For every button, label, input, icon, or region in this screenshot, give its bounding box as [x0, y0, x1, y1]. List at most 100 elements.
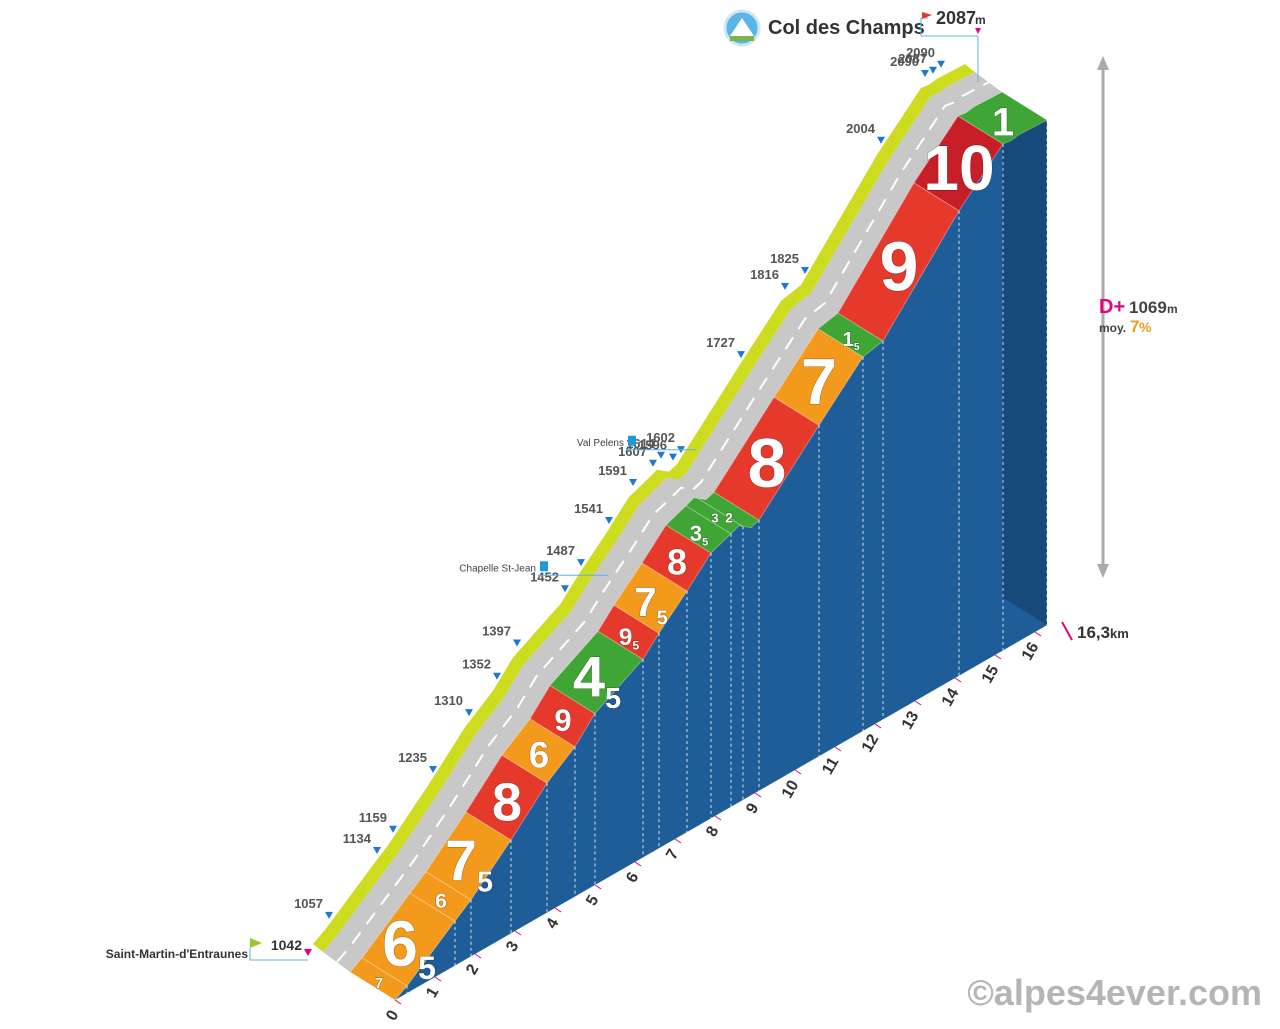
gradient-segment — [956, 91, 1049, 145]
gradient-label: 3 — [711, 510, 718, 525]
x-tick — [594, 884, 602, 890]
x-tick — [1034, 631, 1042, 637]
x-tick-label: 16 — [1019, 639, 1043, 663]
summit-flag — [922, 12, 932, 19]
gradient-label: 10 — [923, 132, 994, 204]
x-tick — [994, 654, 1002, 660]
x-tick — [714, 815, 722, 821]
altitude-label: 1596 — [638, 438, 667, 453]
gradient-label: 15 — [842, 329, 859, 353]
x-tick — [514, 930, 522, 936]
x-tick-label: 14 — [939, 685, 963, 709]
gradient-label: 75 — [634, 579, 668, 629]
altitude-marker — [325, 911, 333, 919]
altitude-label: 1816 — [750, 267, 779, 282]
title: Col des Champs — [768, 17, 925, 39]
altitude-marker — [649, 459, 657, 467]
gradient-label: 8 — [667, 542, 687, 583]
altitude-label: 1057 — [294, 896, 323, 911]
x-tick — [794, 769, 802, 775]
altitude-label: 2090 — [890, 54, 919, 69]
altitude-marker — [465, 709, 473, 717]
x-tick-label: 4 — [543, 915, 562, 931]
average-unit: % — [1139, 319, 1152, 335]
x-tick — [674, 838, 682, 844]
x-tick — [434, 976, 442, 982]
road-edge — [313, 64, 975, 953]
gradient-label: 8 — [492, 772, 522, 832]
profile-side — [1002, 92, 1047, 626]
x-tick-label: 0 — [383, 1007, 402, 1023]
altitude-marker — [577, 559, 585, 567]
altitude-marker — [921, 69, 929, 77]
gradient-label: 35 — [690, 521, 709, 548]
climb-label: D+ — [1099, 296, 1125, 318]
gradient-label: 95 — [619, 624, 640, 653]
profile-wall — [395, 120, 1047, 1001]
climb-value: 1069 — [1129, 298, 1167, 317]
gradient-label: 1 — [992, 101, 1014, 145]
altitude-label: 1235 — [398, 750, 427, 765]
altitude-marker — [657, 451, 665, 459]
altitude-marker — [781, 282, 789, 290]
altitude-label: 1397 — [482, 623, 511, 638]
start-flag — [250, 938, 262, 948]
altitude-label: 1487 — [546, 543, 575, 558]
road-centerline — [336, 81, 990, 963]
altitude-marker — [669, 453, 677, 461]
x-tick-label: 11 — [819, 754, 842, 777]
altitude-marker — [605, 516, 613, 524]
start-name: Saint-Martin-d'Entraunes — [106, 947, 249, 961]
road — [323, 72, 1002, 973]
poi-icon — [628, 435, 636, 446]
x-tick — [874, 723, 882, 729]
climb-unit: m — [1167, 302, 1178, 316]
altitude-marker — [513, 639, 521, 647]
x-tick-label: 3 — [503, 938, 522, 954]
altitude-marker — [493, 672, 501, 680]
altitude-label: 2004 — [846, 121, 876, 136]
distance-unit: km — [1110, 626, 1129, 641]
altitude-marker — [373, 847, 381, 855]
start-altitude: 1042 — [271, 937, 302, 953]
altitude-label: 1452 — [530, 569, 559, 584]
gradient-label: 6 — [435, 889, 447, 913]
x-tick — [394, 999, 402, 1005]
gradient-label: 9 — [880, 227, 919, 305]
total-distance: 16,3 — [1077, 623, 1110, 642]
profile-back — [313, 64, 1047, 1001]
average-value: 7 — [1130, 317, 1139, 336]
climb-arrow-head — [1097, 56, 1109, 70]
altitude-marker — [629, 478, 637, 486]
climb-arrow-head — [1097, 564, 1109, 578]
title-icon-grass — [730, 36, 754, 41]
summit-altitude: 2087 — [936, 8, 976, 28]
x-tick-label: 10 — [779, 777, 803, 801]
x-tick — [834, 746, 842, 752]
altitude-label: 1541 — [574, 501, 603, 516]
gradient-label: 2 — [725, 510, 733, 525]
distance-marker — [1061, 621, 1073, 641]
profile-front — [349, 91, 1049, 1001]
altitude-marker — [937, 60, 945, 68]
altitude-marker — [429, 766, 437, 774]
altitude-label: 1591 — [598, 463, 627, 478]
poi-label: Chapelle St-Jean — [459, 563, 536, 574]
gradient-label: 7 — [801, 345, 837, 418]
altitude-label: 1602 — [646, 430, 675, 445]
summit-leader — [921, 35, 979, 82]
poi-label: Val Pelens — [577, 438, 624, 449]
average-label: moy. — [1099, 321, 1126, 335]
x-tick-label: 12 — [859, 731, 883, 755]
x-tick — [754, 792, 762, 798]
summit-marker — [975, 28, 981, 34]
altitude-marker — [801, 267, 809, 275]
gradient-label: 8 — [748, 424, 787, 502]
altitude-marker — [877, 136, 885, 144]
x-tick-label: 7 — [663, 846, 682, 862]
gradient-label: 65 — [382, 908, 436, 986]
x-tick-label: 6 — [623, 869, 642, 885]
altitude-label: 1727 — [706, 335, 735, 350]
altitude-label: 1352 — [462, 657, 491, 672]
x-tick-label: 15 — [979, 662, 1003, 686]
